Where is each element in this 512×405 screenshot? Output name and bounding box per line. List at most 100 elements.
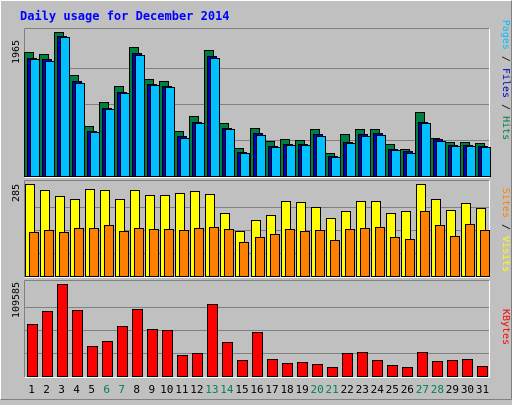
bar-kbytes-day-1 [27,324,38,377]
bar-sites-day-18 [285,229,295,277]
panel3-ymax-label: 109585 [11,282,22,318]
bar-kbytes-day-7 [117,326,128,377]
bar-kbytes-day-10 [162,330,173,377]
x-tick-label-day-5: 5 [88,383,95,396]
bar-sites-day-17 [270,234,280,277]
bar-pages-day-22 [346,143,356,177]
x-tick-label-day-15: 15 [235,383,248,396]
panels [24,28,491,378]
bar-kbytes-day-6 [102,341,113,377]
bar-pages-day-2 [45,61,55,177]
bar-sites-day-14 [224,229,234,277]
bar-sites-day-10 [164,229,174,277]
x-tick-label-day-2: 2 [43,383,50,396]
label-pages: Pages [500,20,511,50]
bar-pages-day-30 [466,146,476,177]
x-tick-label-day-9: 9 [148,383,155,396]
bar-sites-day-15 [239,242,249,277]
x-tick-label-day-31: 31 [476,383,489,396]
x-tick-label-day-24: 24 [371,383,385,396]
x-tick-label-day-19: 19 [295,383,308,396]
bar-pages-day-23 [361,136,371,177]
bar-kbytes-day-30 [462,359,473,377]
bar-pages-day-18 [286,145,296,177]
x-tick-label-day-1: 1 [28,383,35,396]
bar-kbytes-day-22 [342,353,353,377]
bar-kbytes-day-21 [327,367,338,377]
bar-pages-day-11 [180,138,190,177]
bar-pages-day-20 [316,136,326,177]
x-tick-label-day-27: 27 [416,383,429,396]
bar-pages-day-9 [150,85,160,177]
panel-visits-sites [24,180,490,278]
bar-pages-day-27 [421,123,431,177]
label-sep: / [500,98,511,116]
bar-kbytes-day-2 [42,311,53,377]
bar-pages-day-19 [301,145,311,177]
bar-pages-day-7 [120,93,130,177]
label-sep: / [500,218,511,236]
label-visits: Visits [500,236,511,272]
bar-sites-day-3 [59,232,69,277]
x-tick-label-day-20: 20 [311,383,324,396]
bar-kbytes-day-23 [357,352,368,377]
x-tick-label-day-17: 17 [265,383,278,396]
bar-kbytes-day-18 [282,363,293,377]
chart-title: Daily usage for December 2014 [20,9,230,23]
bar-sites-day-30 [465,224,475,277]
bar-kbytes-day-29 [447,360,458,377]
bar-pages-day-26 [406,153,416,177]
x-tick-label-day-6: 6 [103,383,110,396]
x-tick-label-day-30: 30 [461,383,474,396]
panel1-ymax-label: 1965 [11,40,22,64]
bar-pages-day-25 [391,150,401,177]
bar-kbytes-day-17 [267,359,278,377]
bar-sites-day-6 [104,225,114,277]
bar-kbytes-day-11 [177,355,188,377]
bar-pages-day-15 [240,153,250,177]
bar-pages-day-5 [90,132,100,177]
bar-pages-day-17 [271,147,281,177]
x-tick-label-day-10: 10 [160,383,173,396]
label-files: Files [500,68,511,98]
bar-kbytes-day-24 [372,360,383,377]
bar-sites-day-22 [345,229,355,277]
bar-sites-day-29 [450,236,460,277]
x-tick-label-day-21: 21 [326,383,339,396]
panel2-ymax-label: 285 [11,184,22,202]
bar-sites-day-25 [390,237,400,277]
bar-pages-day-21 [331,157,341,177]
x-tick-label-day-14: 14 [220,383,234,396]
bar-sites-day-9 [149,229,159,277]
bar-kbytes-day-27 [417,352,428,377]
bar-kbytes-day-5 [87,346,98,377]
bar-kbytes-day-20 [312,364,323,377]
x-tick-label-day-7: 7 [118,383,125,396]
bar-sites-day-31 [480,230,490,277]
x-tick-label-day-16: 16 [250,383,263,396]
bar-sites-day-7 [119,231,129,277]
bar-pages-day-1 [30,59,40,177]
bar-pages-day-29 [451,146,461,177]
bar-pages-day-3 [60,37,70,177]
bar-sites-day-1 [29,232,39,277]
x-tick-label-day-29: 29 [446,383,459,396]
bar-kbytes-day-19 [297,362,308,377]
bar-kbytes-day-31 [477,366,488,377]
bar-pages-day-24 [376,135,386,177]
bar-kbytes-day-13 [207,304,218,377]
bar-sites-day-5 [89,228,99,277]
bar-pages-day-10 [165,87,175,177]
bar-pages-day-12 [195,123,205,177]
bar-pages-day-6 [105,109,115,177]
bar-sites-day-26 [405,239,415,277]
x-tick-label-day-23: 23 [356,383,369,396]
bar-kbytes-day-4 [72,310,83,377]
bar-sites-day-19 [300,231,310,277]
bar-kbytes-day-14 [222,342,233,377]
x-tick-label-day-25: 25 [386,383,399,396]
bar-sites-day-12 [194,228,204,277]
bar-pages-day-4 [75,83,85,177]
x-tick-label-day-18: 18 [280,383,293,396]
